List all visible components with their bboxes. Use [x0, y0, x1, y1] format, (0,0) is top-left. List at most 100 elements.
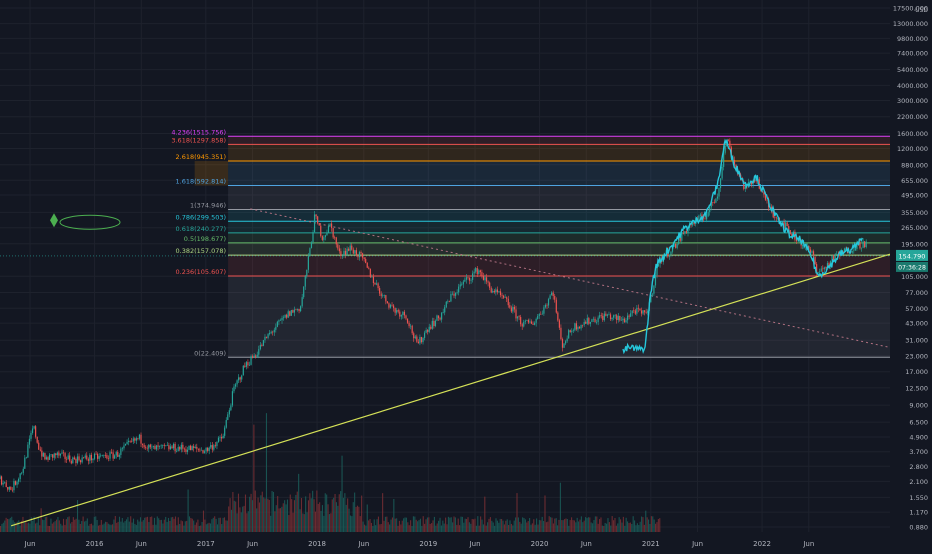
candle-body [272, 331, 274, 333]
candle-body [104, 455, 106, 456]
y-tick-label: 3000.000 [897, 97, 928, 105]
candle-body [45, 457, 48, 460]
x-tick-label: Jun [357, 540, 369, 548]
candle-body [50, 454, 52, 455]
volume-bar [183, 525, 185, 532]
candle-body [582, 324, 584, 326]
volume-bar [362, 521, 364, 532]
candle-body [628, 315, 630, 317]
candle-body [379, 288, 381, 294]
volume-bar [149, 517, 151, 532]
trendline-down-dotted[interactable] [250, 208, 891, 348]
candle-body [529, 321, 531, 323]
candle-body [518, 316, 520, 318]
volume-bar [100, 519, 102, 532]
candle-body [564, 341, 567, 344]
volume-bar [488, 518, 490, 532]
volume-bar [152, 524, 154, 532]
volume-bar [576, 517, 578, 532]
volume-bar [307, 500, 310, 532]
candle-body [451, 293, 454, 295]
y-tick-label: 1.170 [909, 509, 928, 517]
volume-bar [223, 517, 226, 532]
candle-body [97, 454, 99, 459]
candle-body [764, 194, 767, 200]
volume-bar [15, 522, 17, 532]
candle-body [513, 306, 516, 310]
candle-body [580, 324, 582, 329]
countdown-label: 07:36:28 [898, 264, 926, 271]
volume-bar [384, 516, 386, 532]
candle-body [859, 242, 861, 249]
volume-bar [642, 517, 644, 532]
y-tick-label: 6.500 [909, 419, 928, 427]
candle-body [614, 315, 616, 316]
candle-body [363, 257, 365, 260]
candle-body [197, 448, 199, 450]
candle-body [227, 414, 229, 421]
volume-bar [391, 517, 393, 532]
candle-body [541, 313, 543, 315]
trendline-up[interactable] [10, 253, 891, 527]
candle-body [447, 301, 449, 303]
volume-bar [627, 521, 629, 532]
fib-level-label: 1.618(592.814) [176, 178, 227, 186]
candle-body [163, 444, 165, 446]
volume-bar [432, 520, 434, 532]
candle-body [786, 222, 788, 227]
candle-body [360, 252, 362, 254]
candle-body [645, 312, 647, 313]
candle-body [558, 320, 560, 328]
volume-bar [580, 516, 582, 532]
volume-bar [382, 493, 384, 532]
candle-body [809, 249, 812, 253]
y-tick-label: 4000.000 [897, 82, 928, 90]
candle-body [250, 356, 252, 365]
volume-bar [387, 522, 389, 532]
volume-bar [96, 519, 98, 532]
candle-body [389, 304, 392, 308]
y-tick-label: 105.000 [901, 273, 928, 281]
volume-bar [208, 522, 210, 532]
volume-bar [32, 520, 34, 532]
candle-body [420, 336, 423, 343]
candle-body [59, 453, 62, 456]
y-tick-label: 2.100 [909, 478, 928, 486]
candle-body [702, 217, 705, 219]
candle-body [546, 304, 548, 306]
volume-bar [548, 516, 550, 532]
volume-bar [559, 482, 561, 532]
volume-bar [610, 525, 612, 532]
fib-extension-tool: 4.236(1515.756)3.618(1297.858) 2.618(945.… [171, 128, 890, 358]
candle-body [4, 482, 6, 483]
volume-bar [452, 522, 454, 532]
y-tick-label: 9.000 [909, 402, 928, 410]
candle-body [157, 445, 159, 447]
y-tick-label: 880.000 [901, 161, 928, 169]
candle-body [17, 479, 20, 482]
candle-body [31, 428, 34, 433]
volume-bar [13, 522, 16, 532]
candle-body [699, 214, 701, 216]
candle-body [172, 443, 175, 449]
volume-bar [635, 525, 637, 532]
candle-body [146, 447, 148, 449]
candle-body [160, 445, 162, 446]
fib-zone [228, 232, 890, 243]
volume-bar [71, 522, 73, 532]
candle-body [329, 223, 331, 226]
candle-body [307, 256, 309, 270]
candle-body [450, 294, 452, 302]
candle-body [120, 448, 122, 455]
candle-body [419, 336, 421, 344]
volume-bar [333, 497, 335, 532]
candle-body [606, 314, 609, 316]
candle-body [110, 452, 113, 453]
volume-bar [235, 501, 237, 532]
volume-bar [438, 520, 440, 532]
volume-bar [377, 516, 379, 532]
candle-body [504, 297, 506, 298]
candle-body [349, 245, 351, 251]
